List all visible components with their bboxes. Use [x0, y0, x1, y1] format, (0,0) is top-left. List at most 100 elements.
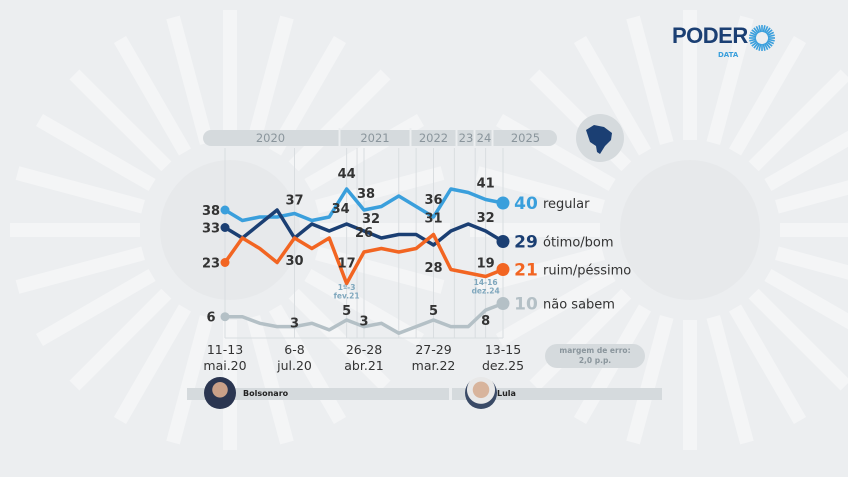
- sunburst-ray: [755, 43, 761, 51]
- sunburst-ray: [749, 31, 757, 37]
- sunburst-ray: [626, 15, 674, 145]
- sunburst-ray: [763, 25, 769, 33]
- x-tick-days: 26-28: [346, 342, 382, 357]
- data-label: 5: [429, 304, 438, 319]
- x-tick-month: abr.21: [344, 358, 383, 373]
- data-label: 41: [477, 177, 495, 192]
- sunburst-ray: [706, 15, 754, 145]
- legend-label: ruim/péssimo: [543, 264, 631, 279]
- sunburst-ray: [69, 69, 172, 172]
- sunburst-ray: [749, 34, 757, 38]
- sunburst-ray: [767, 34, 775, 38]
- data-label: 3: [359, 315, 368, 330]
- president-name: Bolsonaro: [243, 389, 289, 398]
- data-label: 28: [424, 261, 442, 276]
- sunburst-ray: [626, 315, 674, 445]
- sunburst-core: [620, 160, 760, 300]
- data-label: 34: [332, 202, 350, 217]
- data-label: 19: [477, 257, 495, 272]
- sunburst-ray: [706, 315, 754, 445]
- sunburst-ray: [728, 35, 807, 156]
- president-bar-bolsonaro: Bolsonaro: [187, 388, 449, 400]
- x-tick-days: 27-29: [415, 342, 451, 357]
- x-tick-month: dez.25: [482, 358, 524, 373]
- margin-label: margem de erro:: [559, 346, 631, 355]
- sunburst-ray: [495, 268, 616, 347]
- sunburst-ray: [749, 39, 757, 45]
- sunburst-ray: [765, 27, 771, 34]
- data-label: 44: [338, 167, 356, 182]
- end-value-label: 21: [514, 261, 538, 281]
- data-label: 23: [202, 257, 220, 272]
- sunburst-ray: [766, 41, 773, 47]
- logo-text: PODER: [672, 23, 748, 48]
- margin-value: 2,0 p.p.: [578, 356, 612, 365]
- x-tick-month: mar.22: [412, 358, 456, 373]
- series-line-2: [223, 232, 504, 286]
- x-tick-month: mai.20: [203, 358, 246, 373]
- sunburst-ray: [35, 268, 156, 347]
- data-label: 32: [362, 212, 380, 227]
- sunburst-icon: [749, 25, 775, 51]
- start-point: [220, 205, 230, 215]
- sunburst-ray: [767, 31, 775, 37]
- sunburst-ray: [113, 35, 192, 156]
- sunburst-ray: [748, 288, 848, 391]
- x-tick-month: jul.20: [276, 358, 312, 373]
- year-bar: [203, 130, 557, 146]
- sunburst-ray: [762, 43, 766, 51]
- sunburst-ray: [763, 43, 769, 51]
- legend-label: não sabem: [543, 298, 615, 313]
- sunburst-ray: [728, 304, 807, 425]
- year-label: 24: [477, 131, 492, 145]
- data-label: 5: [342, 304, 351, 319]
- sunburst-ray: [764, 268, 848, 330]
- data-label: 36: [424, 193, 442, 208]
- sunburst-ray: [751, 41, 758, 47]
- end-point: [496, 297, 510, 310]
- annotation: dez.24: [472, 287, 500, 296]
- start-point: [220, 258, 230, 267]
- bolsonaro-avatar: [204, 377, 236, 409]
- logo-sub: DATA: [718, 51, 739, 59]
- lula-avatar: [465, 377, 497, 409]
- sunburst-ray: [35, 113, 156, 192]
- x-tick-days: 6-8: [284, 342, 304, 357]
- data-label: 17: [338, 257, 356, 272]
- president-name: Lula: [497, 389, 516, 398]
- sunburst-ray: [246, 15, 294, 145]
- end-value-label: 40: [514, 194, 538, 214]
- annotation: fev.21: [334, 292, 360, 301]
- president-bar-lula: Lula: [452, 388, 662, 400]
- sunburst-ray: [113, 304, 192, 425]
- sunburst-ray: [288, 288, 391, 391]
- sunburst-ray: [766, 29, 773, 35]
- sunburst-ray: [748, 69, 848, 172]
- sunburst-ray: [755, 25, 761, 33]
- data-label: 37: [285, 194, 303, 209]
- sunburst-ray: [767, 39, 775, 45]
- year-label: 2021: [360, 131, 389, 145]
- year-label: 2020: [256, 131, 285, 145]
- sunburst-ray: [529, 288, 632, 391]
- sunburst-ray: [765, 42, 771, 49]
- year-label: 2025: [511, 131, 540, 145]
- data-label: 8: [481, 314, 490, 329]
- sunburst-ray: [767, 38, 775, 42]
- data-label: 38: [202, 204, 220, 219]
- sunburst-ray: [288, 69, 391, 172]
- sunburst-ray: [166, 315, 214, 445]
- sunburst-ray: [753, 27, 759, 34]
- sunburst-ray: [753, 42, 759, 49]
- sunburst-ray: [749, 38, 757, 42]
- sunburst-ray: [764, 130, 848, 192]
- data-label: 30: [285, 254, 303, 269]
- data-label: 38: [357, 187, 375, 202]
- sunburst-ray: [775, 180, 848, 214]
- sunburst-ray: [751, 29, 758, 35]
- end-point: [496, 235, 510, 248]
- end-point: [496, 196, 510, 210]
- sunburst-ray: [758, 43, 762, 51]
- end-point: [496, 263, 510, 276]
